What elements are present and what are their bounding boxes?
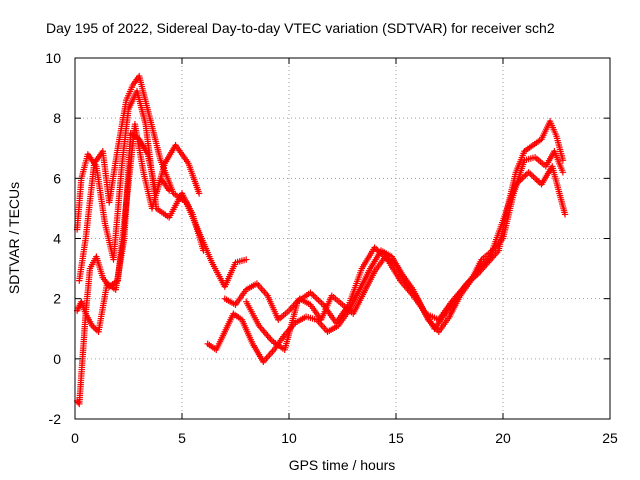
y-tick-label: 10 [45, 50, 61, 66]
data-point [312, 293, 319, 301]
data-point [527, 170, 534, 178]
data-point [525, 169, 532, 176]
data-point [559, 157, 567, 164]
data-point [530, 173, 537, 181]
x-tick-label: 20 [495, 430, 511, 446]
data-point [200, 247, 207, 254]
x-tick-label: 25 [602, 430, 618, 446]
x-tick-label: 15 [388, 430, 404, 446]
data-point [195, 190, 203, 197]
data-point [243, 256, 250, 263]
chart-title: Day 195 of 2022, Sidereal Day-to-day VTE… [46, 20, 555, 36]
data-series [221, 148, 567, 335]
x-tick-labels: 0 5 10 15 20 25 [71, 430, 618, 446]
grid-lines [75, 58, 610, 419]
data-point [92, 325, 99, 332]
data-series [73, 120, 173, 408]
y-tick-label: 0 [53, 351, 61, 367]
data-point [559, 169, 567, 176]
x-tick-label: 5 [178, 430, 186, 446]
y-tick-label: 4 [53, 231, 61, 247]
data-point [316, 298, 324, 305]
data-point [533, 176, 540, 184]
y-tick-label: -2 [49, 411, 62, 427]
data-point [561, 211, 569, 218]
data-point [308, 290, 316, 298]
x-tick-label: 0 [71, 430, 79, 446]
y-tick-labels: -2 0 2 4 6 8 10 [45, 50, 61, 427]
data-points [73, 72, 569, 408]
data-point [75, 399, 82, 406]
data-point [315, 296, 322, 304]
y-tick-label: 6 [53, 170, 61, 186]
x-axis-label: GPS time / hours [289, 457, 396, 473]
data-series [243, 163, 569, 354]
data-point [531, 175, 539, 182]
axis-ticks [74, 57, 611, 420]
data-point [318, 299, 325, 307]
data-point [535, 178, 542, 185]
y-tick-label: 2 [53, 291, 61, 307]
y-axis-label: SDTVAR / TECUs [6, 182, 22, 294]
data-point [165, 187, 173, 194]
x-tick-label: 10 [281, 430, 297, 446]
data-point [313, 295, 321, 302]
y-tick-label: 8 [53, 110, 61, 126]
data-point [528, 172, 536, 179]
